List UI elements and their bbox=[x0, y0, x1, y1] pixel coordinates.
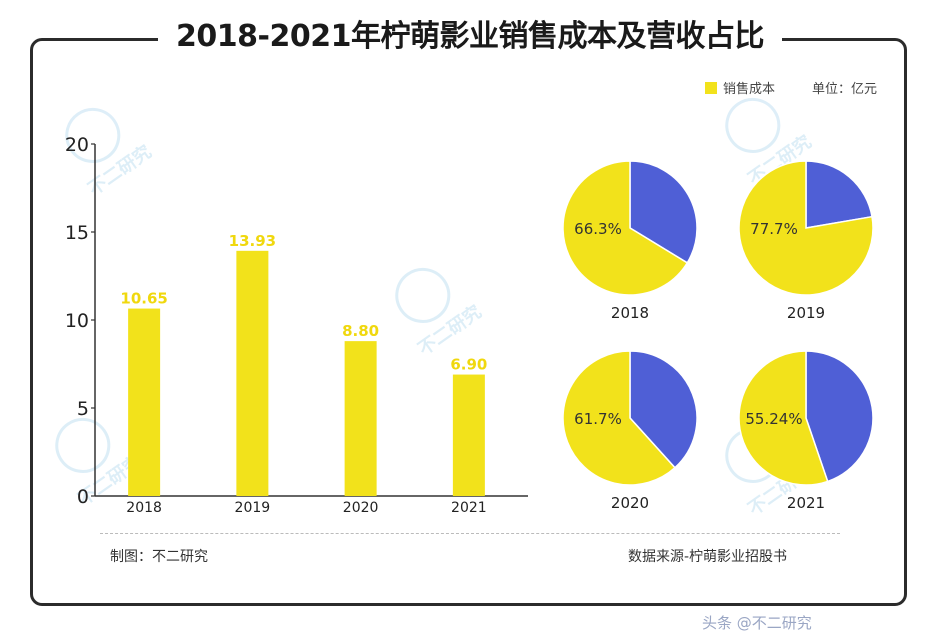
pie-year-label: 2019 bbox=[787, 304, 825, 322]
pie-slice-cost bbox=[562, 350, 676, 486]
watermark-circle bbox=[65, 107, 121, 163]
pie-percent-label: 77.7% bbox=[750, 220, 798, 238]
legend-label: 销售成本 bbox=[723, 82, 776, 97]
x-tick-label: 2019 bbox=[235, 500, 271, 516]
bar-value-label: 6.90 bbox=[450, 356, 487, 374]
pie-2019: 77.7% 2019 bbox=[738, 160, 874, 322]
unit-label: 单位：亿元 bbox=[812, 82, 878, 97]
watermark-circle bbox=[725, 97, 781, 153]
footer-source: 数据来源-柠萌影业招股书 bbox=[628, 549, 788, 565]
pie-slice-cost bbox=[562, 160, 689, 296]
watermark-circle bbox=[395, 267, 451, 323]
pie-2020: 61.7% 2020 bbox=[562, 350, 698, 512]
pie-slice-other bbox=[629, 350, 698, 469]
legend: 销售成本 bbox=[705, 78, 775, 97]
y-tick-label: 15 bbox=[65, 222, 89, 244]
chart-title: 2018-2021年柠萌影业销售成本及营收占比 bbox=[158, 14, 782, 60]
pie-year-label: 2020 bbox=[611, 494, 649, 512]
bottom-watermark: 头条 @不二研究 bbox=[702, 614, 812, 632]
pie-percent-label: 66.3% bbox=[574, 220, 622, 238]
bar-2018 bbox=[128, 308, 161, 496]
legend-swatch bbox=[705, 81, 717, 94]
bar-2020 bbox=[344, 341, 377, 496]
x-tick-label: 2020 bbox=[343, 500, 379, 516]
bar-2019 bbox=[236, 250, 269, 496]
pie-slice-cost bbox=[738, 160, 874, 296]
y-tick-label: 5 bbox=[77, 398, 89, 420]
x-tick-label: 2021 bbox=[451, 500, 487, 516]
pie-charts: 66.3% 2018 77.7% 2019 61.7% 2020 55.24% 2021 bbox=[562, 160, 874, 512]
footer-divider bbox=[100, 533, 840, 534]
y-tick-label: 10 bbox=[65, 310, 89, 332]
bar-value-label: 8.80 bbox=[342, 322, 379, 340]
pie-percent-label: 61.7% bbox=[574, 410, 622, 428]
watermark-circle bbox=[55, 417, 111, 473]
pie-slice-other bbox=[805, 350, 874, 483]
pie-2018: 66.3% 2018 bbox=[562, 160, 698, 322]
pie-percent-label: 55.24% bbox=[745, 410, 802, 428]
bar-2021 bbox=[452, 374, 485, 496]
bar-chart: 0 5 10 15 20 10.65 2018 13.93 2019 8.80 2020 6.90 20… bbox=[65, 134, 528, 516]
y-tick-label: 20 bbox=[65, 134, 89, 156]
y-tick-label: 0 bbox=[77, 486, 89, 508]
watermark-text: 不二研究 bbox=[414, 301, 486, 360]
watermark-logo: 不二研究 bbox=[395, 267, 486, 360]
bar-value-label: 10.65 bbox=[120, 290, 167, 308]
footer-credit: 制图：不二研究 bbox=[110, 549, 208, 565]
pie-year-label: 2018 bbox=[611, 304, 649, 322]
pie-slice-other bbox=[805, 160, 873, 229]
pie-year-label: 2021 bbox=[787, 494, 825, 512]
bar-value-label: 13.93 bbox=[229, 232, 276, 250]
title-container: 2018-2021年柠萌影业销售成本及营收占比 bbox=[0, 14, 940, 60]
pie-2021: 55.24% 2021 bbox=[738, 350, 874, 512]
x-tick-label: 2018 bbox=[126, 500, 162, 516]
pie-slice-cost bbox=[738, 350, 829, 486]
